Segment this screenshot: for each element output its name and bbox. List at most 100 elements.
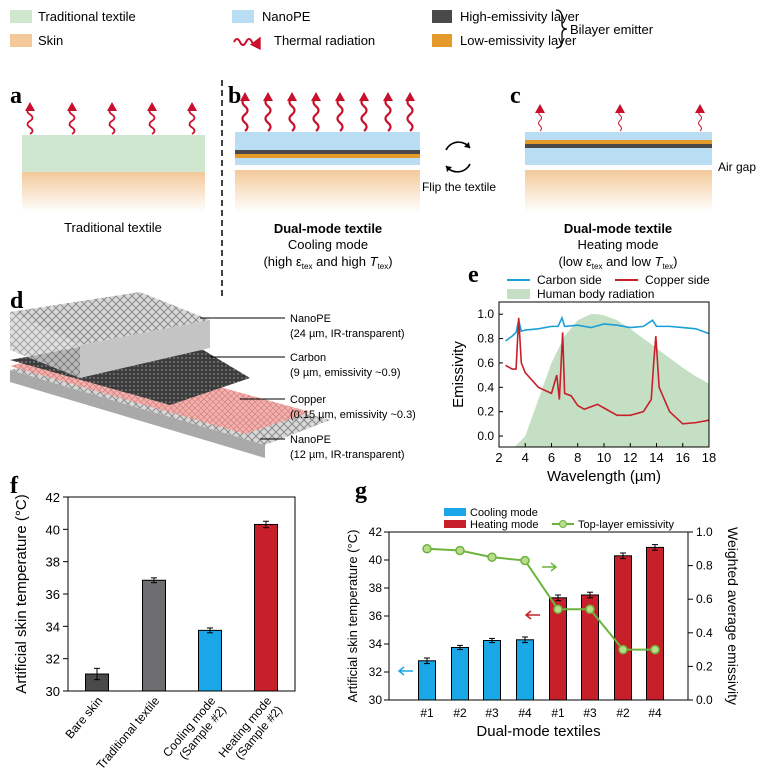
y-tick-label: 36 [369, 609, 383, 623]
panel-label-b: b [228, 83, 241, 109]
thermal-radiation-arrows [240, 92, 415, 132]
layer-detail: (24 µm, IR-transparent) [290, 328, 405, 340]
x-axis-label: Dual-mode textiles [476, 723, 600, 740]
arrowhead-icon [187, 102, 197, 111]
thermal-radiation-arrows [25, 102, 197, 135]
panel-label-c: c [510, 83, 521, 109]
panel-e: e 2 4 6 8 10 12 14 16 18 0.0 0.2 0.4 0.6 0.8 1.0 Wavele… [450, 262, 716, 485]
skin-layer [22, 172, 205, 212]
thermal-radiation-arrow-icon [698, 109, 702, 132]
legend-traditional-textile: Traditional textile [38, 9, 136, 24]
x-tick-label: 14 [649, 450, 663, 465]
y-tick-label: 0.8 [477, 332, 494, 346]
flip-arrowhead-icon [446, 166, 452, 172]
thermal-radiation-arrow-icon [68, 107, 76, 135]
layer-detail: (12 µm, IR-transparent) [290, 449, 405, 461]
x-tick-label: #4 [518, 706, 532, 720]
arrowhead-icon [695, 104, 705, 113]
bar-cooling [516, 639, 534, 701]
arrowhead-icon [287, 92, 297, 101]
flip-indicator: Flip the textile [422, 141, 496, 194]
thermal-radiation-arrow-icon [241, 97, 249, 132]
cond-sub: tex [378, 262, 389, 271]
legend-skin: Skin [38, 33, 63, 48]
arrowhead-icon [359, 92, 369, 101]
bar-heating [646, 546, 664, 701]
bar [254, 523, 278, 692]
arrowhead-icon [67, 102, 77, 111]
legend-top-layer-emissivity: Top-layer emissivity [578, 519, 674, 531]
arrowhead-icon [311, 92, 321, 101]
thermal-radiation-arrow-icon [108, 107, 116, 135]
flip-text: Flip the textile [422, 180, 496, 194]
x-tick-label: 6 [548, 450, 555, 465]
panel-label-a: a [10, 83, 22, 109]
y-axis-label: Artificial skin temperature (°C) [345, 530, 360, 703]
thermal-radiation-arrow-icon [406, 97, 414, 132]
emissivity-point [650, 644, 660, 655]
panel-c-title: Dual-mode textile [564, 221, 672, 236]
y-tick-label: 34 [46, 619, 60, 634]
x-tick-label: #4 [648, 706, 662, 720]
y-axis-label: Artificial skin temperature (°C) [13, 494, 30, 693]
series-human-body-radiation [514, 314, 709, 447]
emissivity-point [487, 552, 497, 562]
panel-g: g 30 32 34 36 38 40 42 0.0 0.2 0.4 0.6 0.8 1.0 #1 #2 #3… [345, 478, 741, 740]
layer-detail: (9 µm, emissivity ~0.9) [290, 367, 401, 379]
bar-cooling [483, 640, 501, 701]
y-tick-label: 0.0 [477, 429, 494, 443]
left-axis-arrow-icon [524, 610, 540, 620]
legend-high-emissivity: High-emissivity layer [460, 9, 580, 24]
arrowhead-icon [615, 104, 625, 113]
cond-T: T [655, 254, 664, 269]
legend-carbon-side: Carbon side [537, 273, 602, 287]
layer-detail: (0.15 µm, emissivity ~0.3) [290, 409, 416, 421]
legend-nanope: NanoPE [262, 9, 311, 24]
x-tick-label: 4 [522, 450, 529, 465]
y-tick-label: 42 [46, 490, 60, 505]
thermal-radiation-arrow-icon [312, 97, 320, 132]
y-tick-label: 30 [46, 684, 60, 699]
traditional-textile-swatch [10, 10, 32, 23]
legend-heating-mode: Heating mode [470, 519, 539, 531]
x-tick-label: #2 [616, 706, 630, 720]
cond-text: ) [673, 254, 677, 269]
y-tick-label: 32 [369, 665, 383, 679]
emissivity-point [553, 604, 563, 615]
panel-b-condition: (high εtex and high Ttex) [263, 254, 392, 271]
low-emissivity-layer [235, 154, 420, 158]
arrowhead-icon [263, 92, 273, 101]
layer-name: Copper [290, 394, 326, 406]
thermal-radiation-arrow-icon [618, 109, 622, 132]
arrowhead-icon [240, 92, 250, 101]
y-tick-label: 40 [369, 553, 383, 567]
thermal-radiation-arrow-icon [360, 97, 368, 132]
thermal-radiation-arrow-icon [148, 107, 156, 135]
y-tick-label: 42 [369, 525, 383, 539]
nanope-layer [235, 132, 420, 150]
panel-label-e: e [468, 262, 479, 288]
y-tick-label: 36 [46, 587, 60, 602]
legend-cooling-mode: Cooling mode [470, 507, 538, 519]
brace-icon [555, 9, 568, 49]
x-tick-label: 12 [623, 450, 637, 465]
top-nanope-front [10, 312, 80, 378]
y-tick-label: 0.4 [477, 380, 494, 394]
thermal-radiation-arrow-icon [288, 97, 296, 132]
emissivity-point [585, 604, 595, 615]
panel-label-d: d [10, 288, 24, 314]
x-tick-label-line: Bare skin [62, 694, 105, 741]
nanope-swatch [232, 10, 254, 23]
skin-swatch [10, 34, 32, 47]
skin-layer [235, 170, 420, 212]
bar-heating [614, 555, 632, 701]
nanope-layer [525, 148, 712, 165]
panel-b-title: Dual-mode textile [274, 221, 382, 236]
bar-cooling [451, 647, 469, 701]
x-tick-label: #1 [551, 706, 565, 720]
high-emissivity-swatch [432, 10, 452, 23]
emissivity-point [455, 545, 465, 556]
y-tick-label: 40 [46, 522, 60, 537]
thermal-radiation-arrow-icon [26, 107, 34, 135]
